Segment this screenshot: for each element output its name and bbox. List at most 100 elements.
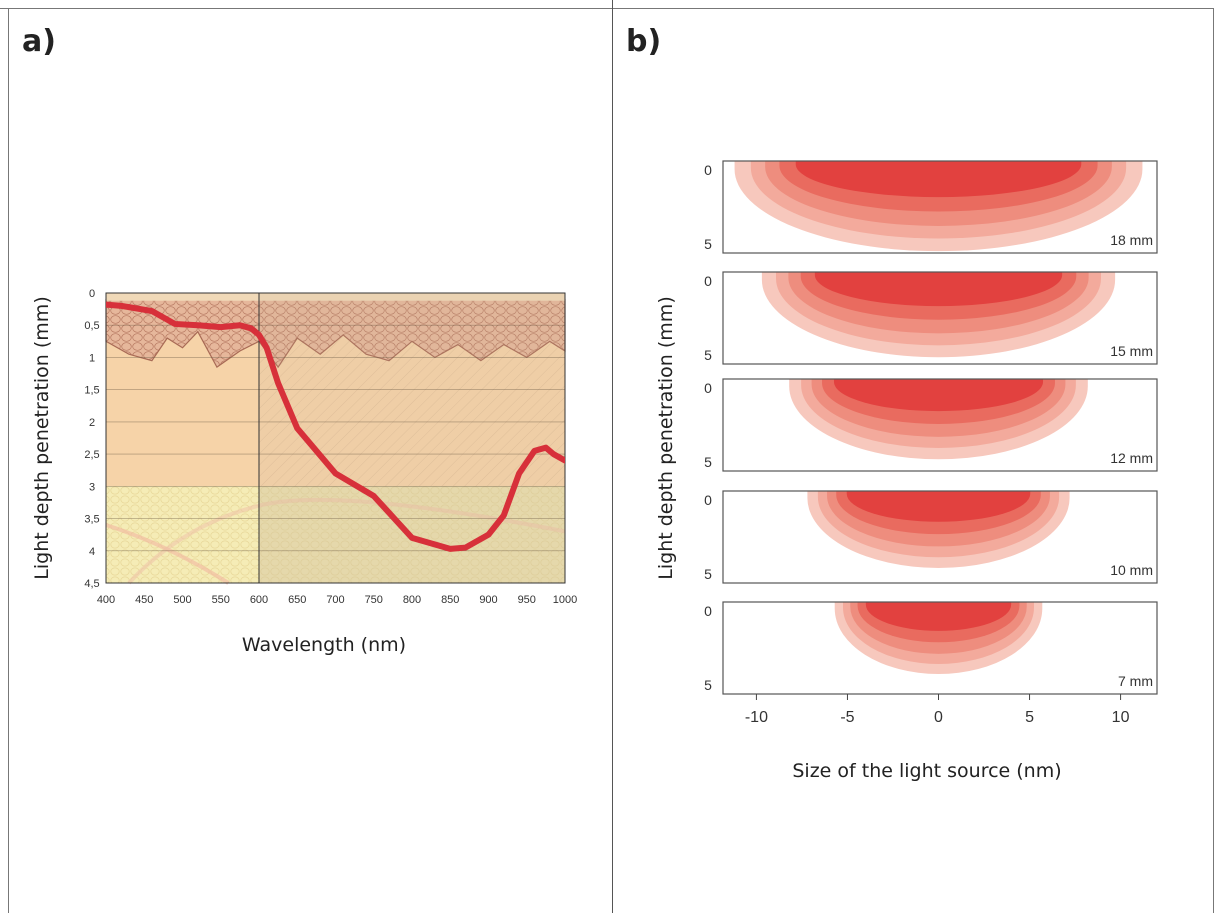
x-tick-label: 0 <box>934 709 943 726</box>
y-tick-top: 0 <box>704 603 712 619</box>
x-tick-label: 900 <box>479 594 497 606</box>
intensity-ring <box>776 272 1101 346</box>
intensity-ring <box>750 161 1127 239</box>
y-tick-bottom: 5 <box>704 347 712 363</box>
y-tick-label: 4,5 <box>84 578 99 590</box>
y-tick-top: 0 <box>704 380 712 396</box>
source-size-label: 12 mm <box>1110 450 1153 466</box>
intensity-ring <box>836 491 1041 535</box>
y-tick-top: 0 <box>704 273 712 289</box>
x-axis-title: Size of the light source (nm) <box>792 760 1061 782</box>
intensity-ring <box>734 161 1143 251</box>
x-tick-label: 850 <box>441 594 459 606</box>
source-size-label: 10 mm <box>1110 562 1153 578</box>
source-size-label: 15 mm <box>1110 343 1153 359</box>
vessel <box>127 497 566 585</box>
x-tick-label: 500 <box>173 594 191 606</box>
y-tick-label: 3,5 <box>84 514 99 526</box>
strip-frame <box>722 601 1158 695</box>
y-tick-top: 0 <box>704 492 712 508</box>
x-tick-labels: -10 -5 0 5 10 <box>745 694 1130 726</box>
y-tick-label: 1 <box>89 352 95 364</box>
skin-background <box>105 293 566 585</box>
panel-b-letter: b) <box>626 24 662 59</box>
strip-frame <box>722 160 1158 254</box>
intensity-ring <box>850 602 1027 654</box>
x-tick-label: 400 <box>97 594 115 606</box>
stratum-corneum <box>106 293 565 301</box>
plot-frame <box>105 292 566 584</box>
beam-strip: 0 5 7 mm <box>704 601 1158 695</box>
intensity-ring <box>834 602 1043 674</box>
intensity-ring <box>811 379 1066 437</box>
strip-frame <box>722 490 1158 584</box>
intensity-ring <box>788 272 1089 334</box>
intensity-ring <box>795 161 1082 197</box>
x-tick-labels: 400 450 500 550 600 650 700 750 800 850 900 950 1000 <box>97 594 577 606</box>
source-size-label: 7 mm <box>1118 673 1153 689</box>
intensity-ring <box>765 161 1112 226</box>
beam-strip: 0 5 15 mm <box>704 271 1158 365</box>
y-axis-title: Light depth penetration (mm) <box>31 296 53 579</box>
intensity-ring <box>800 272 1077 320</box>
beam-strips: 0 5 18 mm 0 5 15 mm 0 5 12 mm 0 5 10 mm 0 5 7 mm <box>704 160 1158 695</box>
intensity-ring <box>807 491 1070 568</box>
y-tick-label: 1,5 <box>84 385 99 397</box>
intensity-ring <box>761 272 1116 358</box>
x-tick-label: 950 <box>518 594 536 606</box>
y-tick-label: 2,5 <box>84 449 99 461</box>
x-tick-label: 650 <box>288 594 306 606</box>
left-border <box>8 8 9 913</box>
source-size-label: 18 mm <box>1110 232 1153 248</box>
x-tick-label: -10 <box>745 709 768 726</box>
panel-a-letter: a) <box>22 24 56 59</box>
x-tick-label: 800 <box>403 594 421 606</box>
intensity-ring <box>857 602 1020 643</box>
top-border <box>0 8 1214 9</box>
y-tick-label: 3 <box>89 481 95 493</box>
x-tick-label: 5 <box>1025 709 1034 726</box>
x-tick-label: -5 <box>840 709 854 726</box>
intensity-ring <box>846 491 1031 522</box>
panel-a-chart: 0 0,5 1 1,5 2 2,5 3 3,5 4 4,5 400 450 500 550 600 650 7… <box>31 288 577 656</box>
intensity-ring <box>801 379 1076 448</box>
strip-frame <box>722 271 1158 365</box>
penetration-curve <box>106 301 565 552</box>
y-tick-label: 0,5 <box>84 320 99 332</box>
x-tick-label: 450 <box>135 594 153 606</box>
y-tick-bottom: 5 <box>704 677 712 693</box>
beam-strip: 0 5 18 mm <box>704 160 1158 254</box>
y-tick-label: 2 <box>89 417 95 429</box>
intensity-ring <box>865 602 1012 631</box>
y-tick-label: 0 <box>89 288 95 300</box>
intensity-ring <box>833 379 1044 412</box>
y-tick-bottom: 5 <box>704 566 712 582</box>
beam-strip: 0 5 12 mm <box>704 378 1158 472</box>
y-tick-bottom: 5 <box>704 454 712 470</box>
intensity-ring <box>814 272 1063 306</box>
epidermis-outline <box>105 298 566 369</box>
x-tick-label: 550 <box>212 594 230 606</box>
x-tick-label: 750 <box>365 594 383 606</box>
curve-line <box>106 301 565 552</box>
y-axis-title: Light depth penetration (mm) <box>655 296 677 579</box>
intensity-ring <box>789 379 1088 460</box>
x-tick-label: 700 <box>326 594 344 606</box>
grid-lines <box>105 292 566 584</box>
y-tick-label: 4 <box>89 546 95 558</box>
y-tick-labels: 0 0,5 1 1,5 2 2,5 3 3,5 4 4,5 <box>84 288 99 590</box>
y-tick-top: 0 <box>704 162 712 178</box>
x-axis-title: Wavelength (nm) <box>242 634 406 656</box>
intensity-ring <box>822 379 1055 424</box>
y-tick-bottom: 5 <box>704 236 712 252</box>
intensity-ring <box>843 602 1034 664</box>
x-tick-label: 1000 <box>553 594 577 606</box>
epidermis-cells <box>106 299 565 368</box>
panel-divider <box>612 0 613 913</box>
x-tick-label: 600 <box>250 594 268 606</box>
beam-strip: 0 5 10 mm <box>704 490 1158 584</box>
intensity-ring <box>817 491 1060 557</box>
intensity-ring <box>827 491 1050 547</box>
intensity-ring <box>779 161 1098 212</box>
